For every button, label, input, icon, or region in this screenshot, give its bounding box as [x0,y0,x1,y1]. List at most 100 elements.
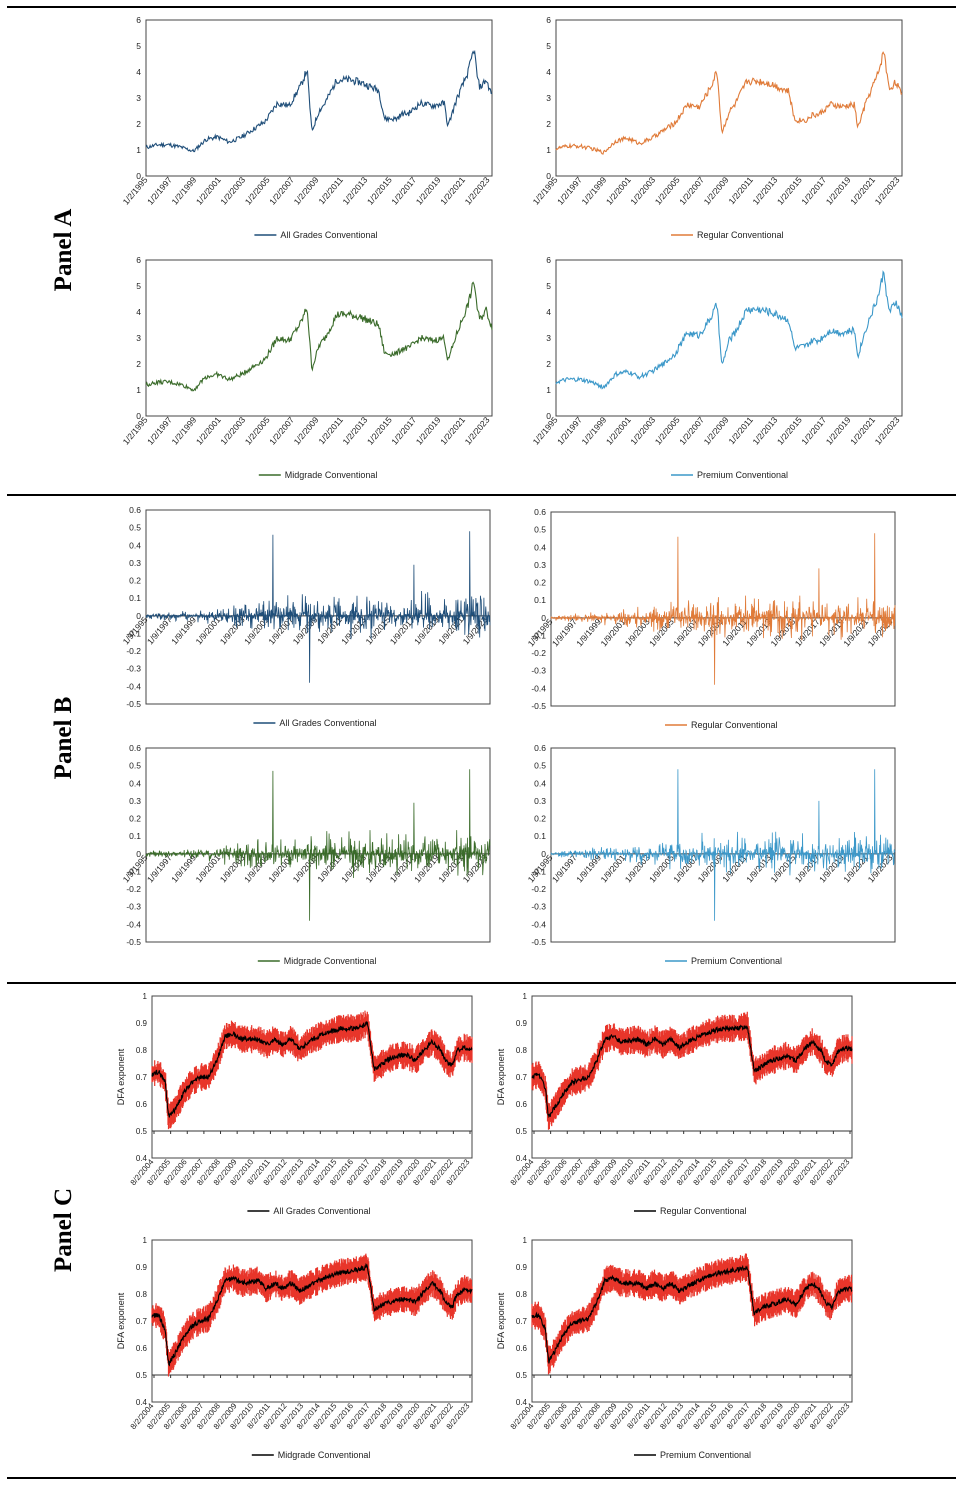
bottom-rule [7,1477,956,1479]
x-tick-label: 1/2/2001 [194,175,223,207]
y-axis-label: DFA exponent [116,1048,126,1105]
y-tick-label: 0.1 [129,593,141,603]
legend-label: Premium Conventional [691,956,782,966]
series-line [151,1262,473,1367]
x-tick-label: 1/2/2001 [604,175,633,207]
y-tick-label: 0.6 [136,1100,148,1109]
x-tick-label: 1/2/2017 [799,175,828,207]
y-tick-label: 0 [136,411,141,421]
x-tick-label: 1/2/2013 [750,175,779,207]
y-tick-label: -0.4 [126,919,141,929]
plot-frame [550,511,896,707]
y-tick-label: -0.5 [531,701,546,711]
y-tick-label: 0.5 [516,1127,528,1136]
y-tick-label: 1 [523,1236,528,1245]
legend-label: All Grades Conventional [273,1206,370,1216]
y-tick-label: 0.6 [129,743,141,753]
y-tick-label: 0.8 [516,1290,528,1299]
y-tick-label: 0.7 [516,1317,528,1326]
y-tick-label: 4 [136,307,141,317]
y-tick-label: 0.1 [129,831,141,841]
y-tick-label: -0.3 [531,902,546,912]
x-tick-label: 1/2/2003 [628,415,657,447]
chart-b-premium: -0.5-0.4-0.3-0.2-0.100.10.20.30.40.50.61… [526,743,896,966]
legend-label: Regular Conventional [660,1206,747,1216]
y-tick-label: 0.9 [516,1263,528,1272]
plot-frame [555,19,903,177]
x-tick-label: 1/2/2019 [824,415,853,447]
x-tick-label: 1/2/2001 [604,415,633,447]
y-tick-label: 0.8 [516,1046,528,1055]
x-tick-label: 1/2/2005 [243,175,272,207]
y-tick-label: -0.5 [126,937,141,947]
y-tick-label: 0.7 [516,1073,528,1082]
panel-a-label: Panel A [50,208,77,292]
x-tick-label: 1/2/2019 [414,175,443,207]
chart-c-midgrade: 0.40.50.60.70.80.918/2/20048/2/20058/2/2… [116,1236,473,1460]
y-tick-label: 1 [143,1236,148,1245]
y-tick-label: 0.7 [136,1073,148,1082]
plot-frame [145,509,491,705]
y-tick-label: 5 [136,281,141,291]
y-tick-label: -0.1 [126,628,141,638]
x-tick-label: 1/2/2021 [438,415,467,447]
panel-divider-bc [7,982,956,984]
y-tick-label: 0.5 [534,525,546,535]
x-tick-label: 1/2/2015 [365,415,394,447]
y-tick-label: -0.2 [531,648,546,658]
x-tick-label: 1/2/2007 [267,415,296,447]
y-tick-label: -0.3 [126,664,141,674]
x-tick-label: 1/2/2007 [677,415,706,447]
x-tick-label: 1/2/2023 [873,415,902,447]
y-tick-label: 6 [546,15,551,25]
y-tick-label: 1 [143,992,148,1001]
x-tick-label: 1/2/2019 [824,175,853,207]
series-line [555,51,903,155]
y-tick-label: 0.9 [136,1263,148,1272]
legend-label: Midgrade Conventional [284,956,377,966]
legend-label: Regular Conventional [697,230,784,240]
y-tick-label: 5 [136,41,141,51]
y-tick-label: -0.2 [126,884,141,894]
x-tick-label: 1/2/1995 [121,175,150,207]
y-tick-label: 1 [523,992,528,1001]
legend-label: Midgrade Conventional [285,470,378,480]
y-tick-label: 4 [136,67,141,77]
y-tick-label: 0.3 [534,796,546,806]
chart-c-regular: 0.40.50.60.70.80.918/2/20048/2/20058/2/2… [496,992,853,1216]
chart-b-all-grades: -0.5-0.4-0.3-0.2-0.100.10.20.30.40.50.61… [121,505,491,728]
y-tick-label: 3 [136,333,141,343]
y-tick-label: 0.3 [534,560,546,570]
y-tick-label: 0.6 [516,1100,528,1109]
panel-divider-ab [7,494,956,496]
x-tick-label: 1/2/2009 [702,415,731,447]
y-tick-label: 0.3 [129,558,141,568]
y-tick-label: 6 [546,255,551,265]
series-line [151,1020,473,1118]
x-tick-label: 1/2/1997 [145,415,174,447]
y-tick-label: 5 [546,41,551,51]
y-tick-label: 0.3 [129,796,141,806]
x-tick-label: 1/2/2015 [365,175,394,207]
y-tick-label: 4 [546,307,551,317]
y-tick-label: 0 [541,849,546,859]
y-tick-label: 1 [546,385,551,395]
x-tick-label: 1/2/2015 [775,415,804,447]
legend-label: Premium Conventional [697,470,788,480]
y-tick-label: 0.5 [129,761,141,771]
x-tick-label: 1/2/1995 [121,415,150,447]
y-tick-label: -0.4 [126,681,141,691]
x-tick-label: 1/2/1997 [145,175,174,207]
y-tick-label: 0 [546,411,551,421]
y-tick-label: 0.2 [534,814,546,824]
y-tick-label: 0.4 [534,778,546,788]
x-tick-label: 1/2/2019 [414,415,443,447]
confidence-band [151,1253,473,1377]
x-tick-label: 1/2/1999 [169,415,198,447]
series-line [145,531,491,683]
x-tick-label: 1/2/2017 [389,175,418,207]
y-tick-label: 0 [136,849,141,859]
x-tick-label: 1/2/2017 [389,415,418,447]
y-tick-label: 3 [546,333,551,343]
y-axis-label: DFA exponent [496,1292,506,1349]
